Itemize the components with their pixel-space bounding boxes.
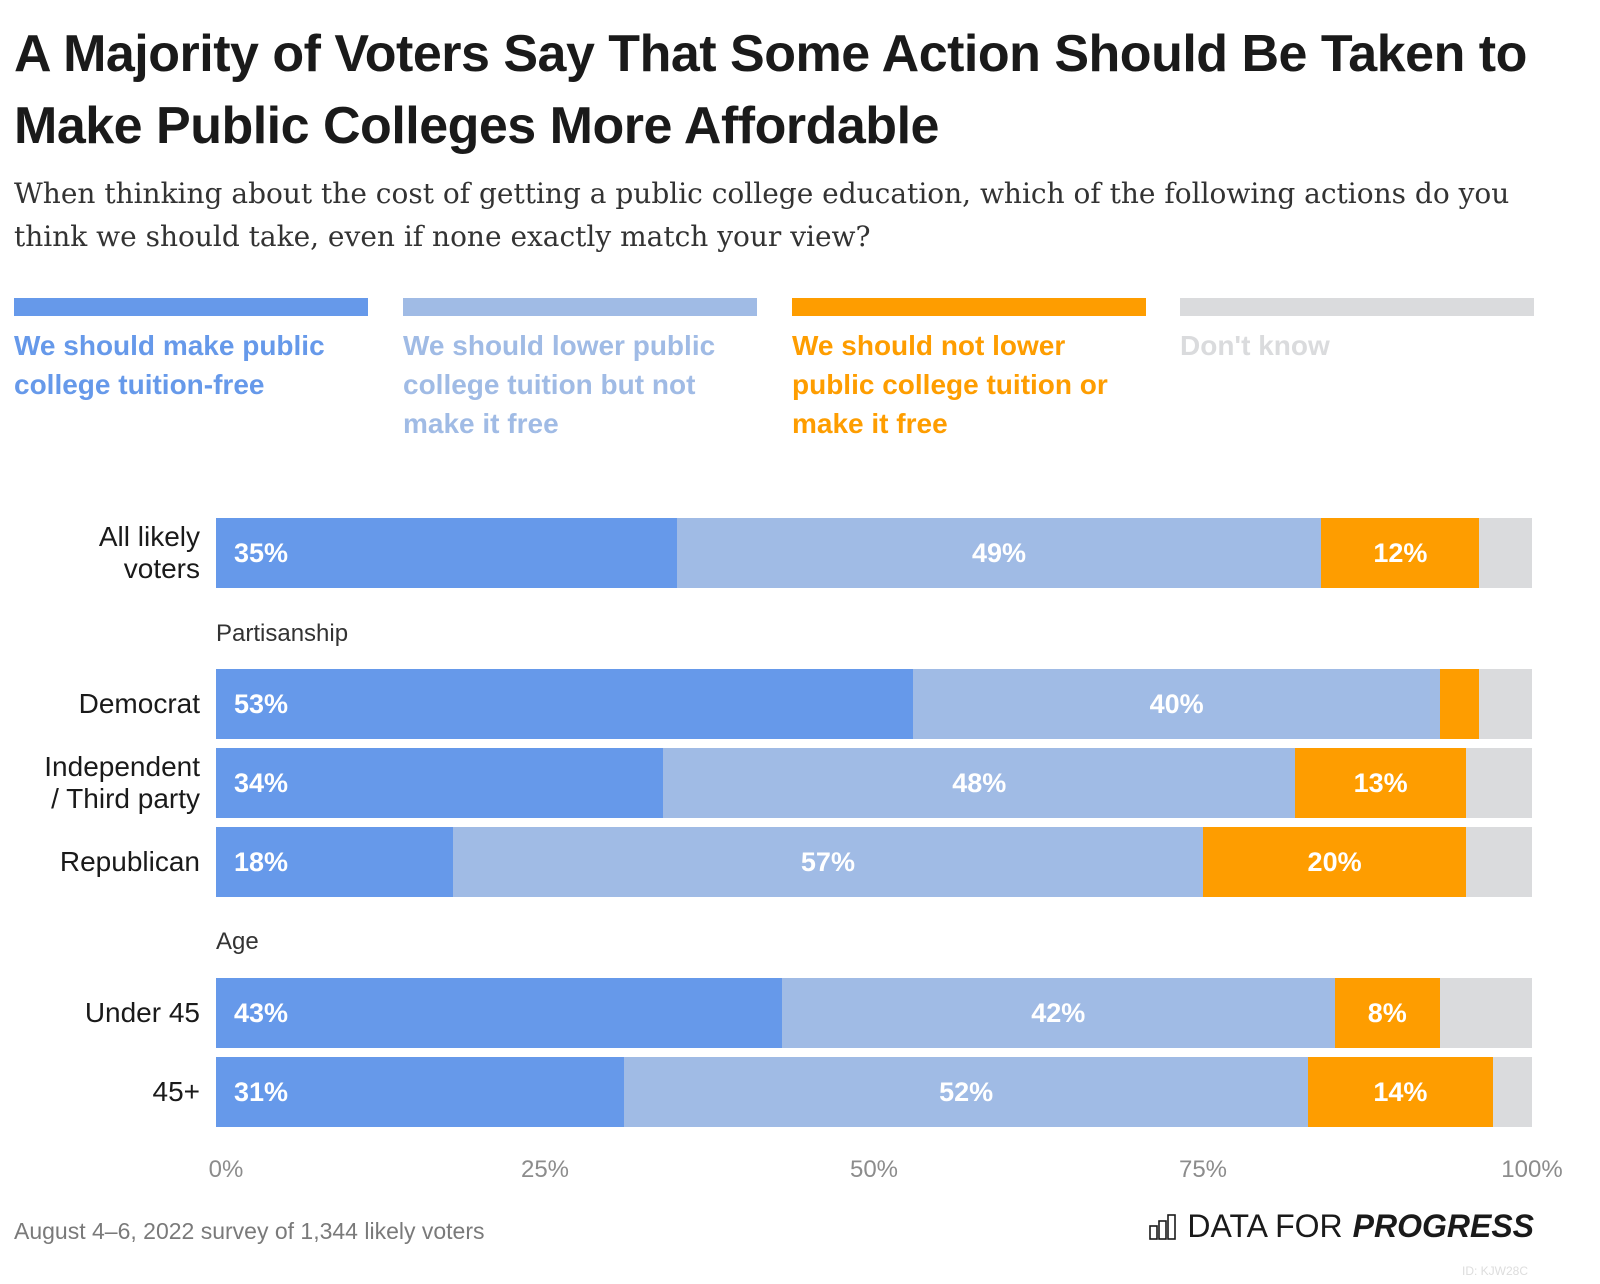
bar-segment-lower: 49% (676, 518, 1322, 588)
data-label: 34% (234, 767, 289, 798)
x-tick-label: 50% (849, 1156, 899, 1183)
data-label: 8% (1367, 997, 1407, 1028)
legend-item-not_lower: We should not lower public college tuiti… (792, 298, 1146, 443)
legend-label: We should make public college tuition-fr… (14, 330, 325, 400)
data-label: 49% (971, 537, 1027, 568)
x-tick-label: 100% (1501, 1156, 1563, 1183)
data-label: 14% (1373, 1076, 1428, 1107)
bar-segment-lower: 57% (452, 827, 1203, 897)
x-tick-label: 0% (208, 1156, 244, 1183)
row-label: 45+ (152, 1076, 201, 1107)
bar-segment-lower: 48% (663, 748, 1296, 818)
brand-text-bold: PROGRESS (1352, 1208, 1534, 1244)
chart-id: ID: KJW28C (1461, 1264, 1528, 1278)
bar-segment-free: 31% (216, 1057, 624, 1127)
x-tick-label: 75% (1178, 1156, 1228, 1183)
group-label: Partisanship (216, 620, 349, 647)
legend-swatch (14, 298, 368, 316)
data-label: 13% (1353, 767, 1408, 798)
legend: We should make public college tuition-fr… (14, 298, 1534, 448)
legend-label: We should lower public college tuition b… (403, 330, 716, 439)
data-label: 53% (234, 688, 289, 719)
chart-title: A Majority of Voters Say That Some Actio… (14, 25, 1527, 155)
data-label: 52% (939, 1076, 994, 1107)
row-label: All likely voters (98, 521, 200, 584)
row-label: Under 45 (84, 997, 200, 1028)
row-label: Independent / Third party (44, 751, 200, 814)
row-label: Republican (59, 846, 200, 877)
bar-segment-lower: 40% (913, 669, 1440, 739)
group-label: Age (216, 928, 259, 955)
bar-row: 34% 48% 13% (216, 748, 1532, 818)
bar-segment-dont_know (1479, 518, 1532, 588)
survey-note: August 4–6, 2022 survey of 1,344 likely … (14, 1218, 485, 1244)
data-label: 31% (234, 1076, 289, 1107)
data-label: 57% (800, 846, 855, 877)
data-label: 43% (234, 997, 289, 1028)
data-label: 20% (1307, 846, 1362, 877)
bar-segment-not_lower (1439, 669, 1480, 739)
bar-segment-not_lower: 13% (1295, 748, 1467, 818)
data-label: 12% (1373, 537, 1428, 568)
data-label: 18% (234, 846, 289, 877)
bar-chart-icon (1149, 1213, 1177, 1240)
data-label: 48% (952, 767, 1007, 798)
bar-segment-not_lower: 12% (1321, 518, 1480, 588)
bar-segment-dont_know (1439, 978, 1532, 1048)
bar-segment-not_lower: 8% (1334, 978, 1440, 1048)
legend-item-free: We should make public college tuition-fr… (14, 298, 368, 404)
brand-logo: DATA FOR PROGRESS (1149, 1208, 1534, 1245)
bar-segment-dont_know (1466, 827, 1532, 897)
bar-segment-lower: 42% (781, 978, 1335, 1048)
bar-segment-free: 34% (216, 748, 664, 818)
brand-text-light: DATA FOR (1187, 1208, 1343, 1244)
stacked-bar-chart: All likely voters 35% 49% 12% Partisanship Dem… (0, 500, 1600, 1200)
bar-segment-free: 43% (216, 978, 782, 1048)
bar-row: 43% 42% 8% (216, 978, 1532, 1048)
bar-segment-dont_know (1466, 748, 1532, 818)
legend-label: Don't know (1180, 330, 1330, 361)
bar-segment-free: 18% (216, 827, 453, 897)
bar-row: 35% 49% 12% (216, 518, 1532, 588)
bar-segment-free: 53% (216, 669, 914, 739)
legend-label: We should not lower public college tuiti… (792, 330, 1108, 439)
legend-swatch (792, 298, 1146, 316)
legend-swatch (403, 298, 757, 316)
x-tick-label: 25% (520, 1156, 570, 1183)
bar-segment-lower: 52% (623, 1057, 1309, 1127)
row-label: Democrat (78, 688, 200, 719)
bar-segment-not_lower: 20% (1202, 827, 1467, 897)
bar-segment-not_lower: 14% (1308, 1057, 1493, 1127)
bar-segment-dont_know (1479, 669, 1532, 739)
data-label: 42% (1031, 997, 1086, 1028)
bar-row: 18% 57% 20% (216, 827, 1532, 897)
legend-item-dont_know: Don't know (1180, 298, 1534, 365)
data-label: 35% (234, 537, 289, 568)
chart-subtitle: When thinking about the cost of getting … (14, 177, 1510, 253)
legend-item-lower: We should lower public college tuition b… (403, 298, 757, 443)
bar-segment-free: 35% (216, 518, 677, 588)
legend-swatch (1180, 298, 1534, 316)
bar-row: 53% 40% (216, 669, 1532, 739)
bar-segment-dont_know (1492, 1057, 1532, 1127)
data-label: 40% (1149, 688, 1204, 719)
bar-row: 31% 52% 14% (216, 1057, 1532, 1127)
